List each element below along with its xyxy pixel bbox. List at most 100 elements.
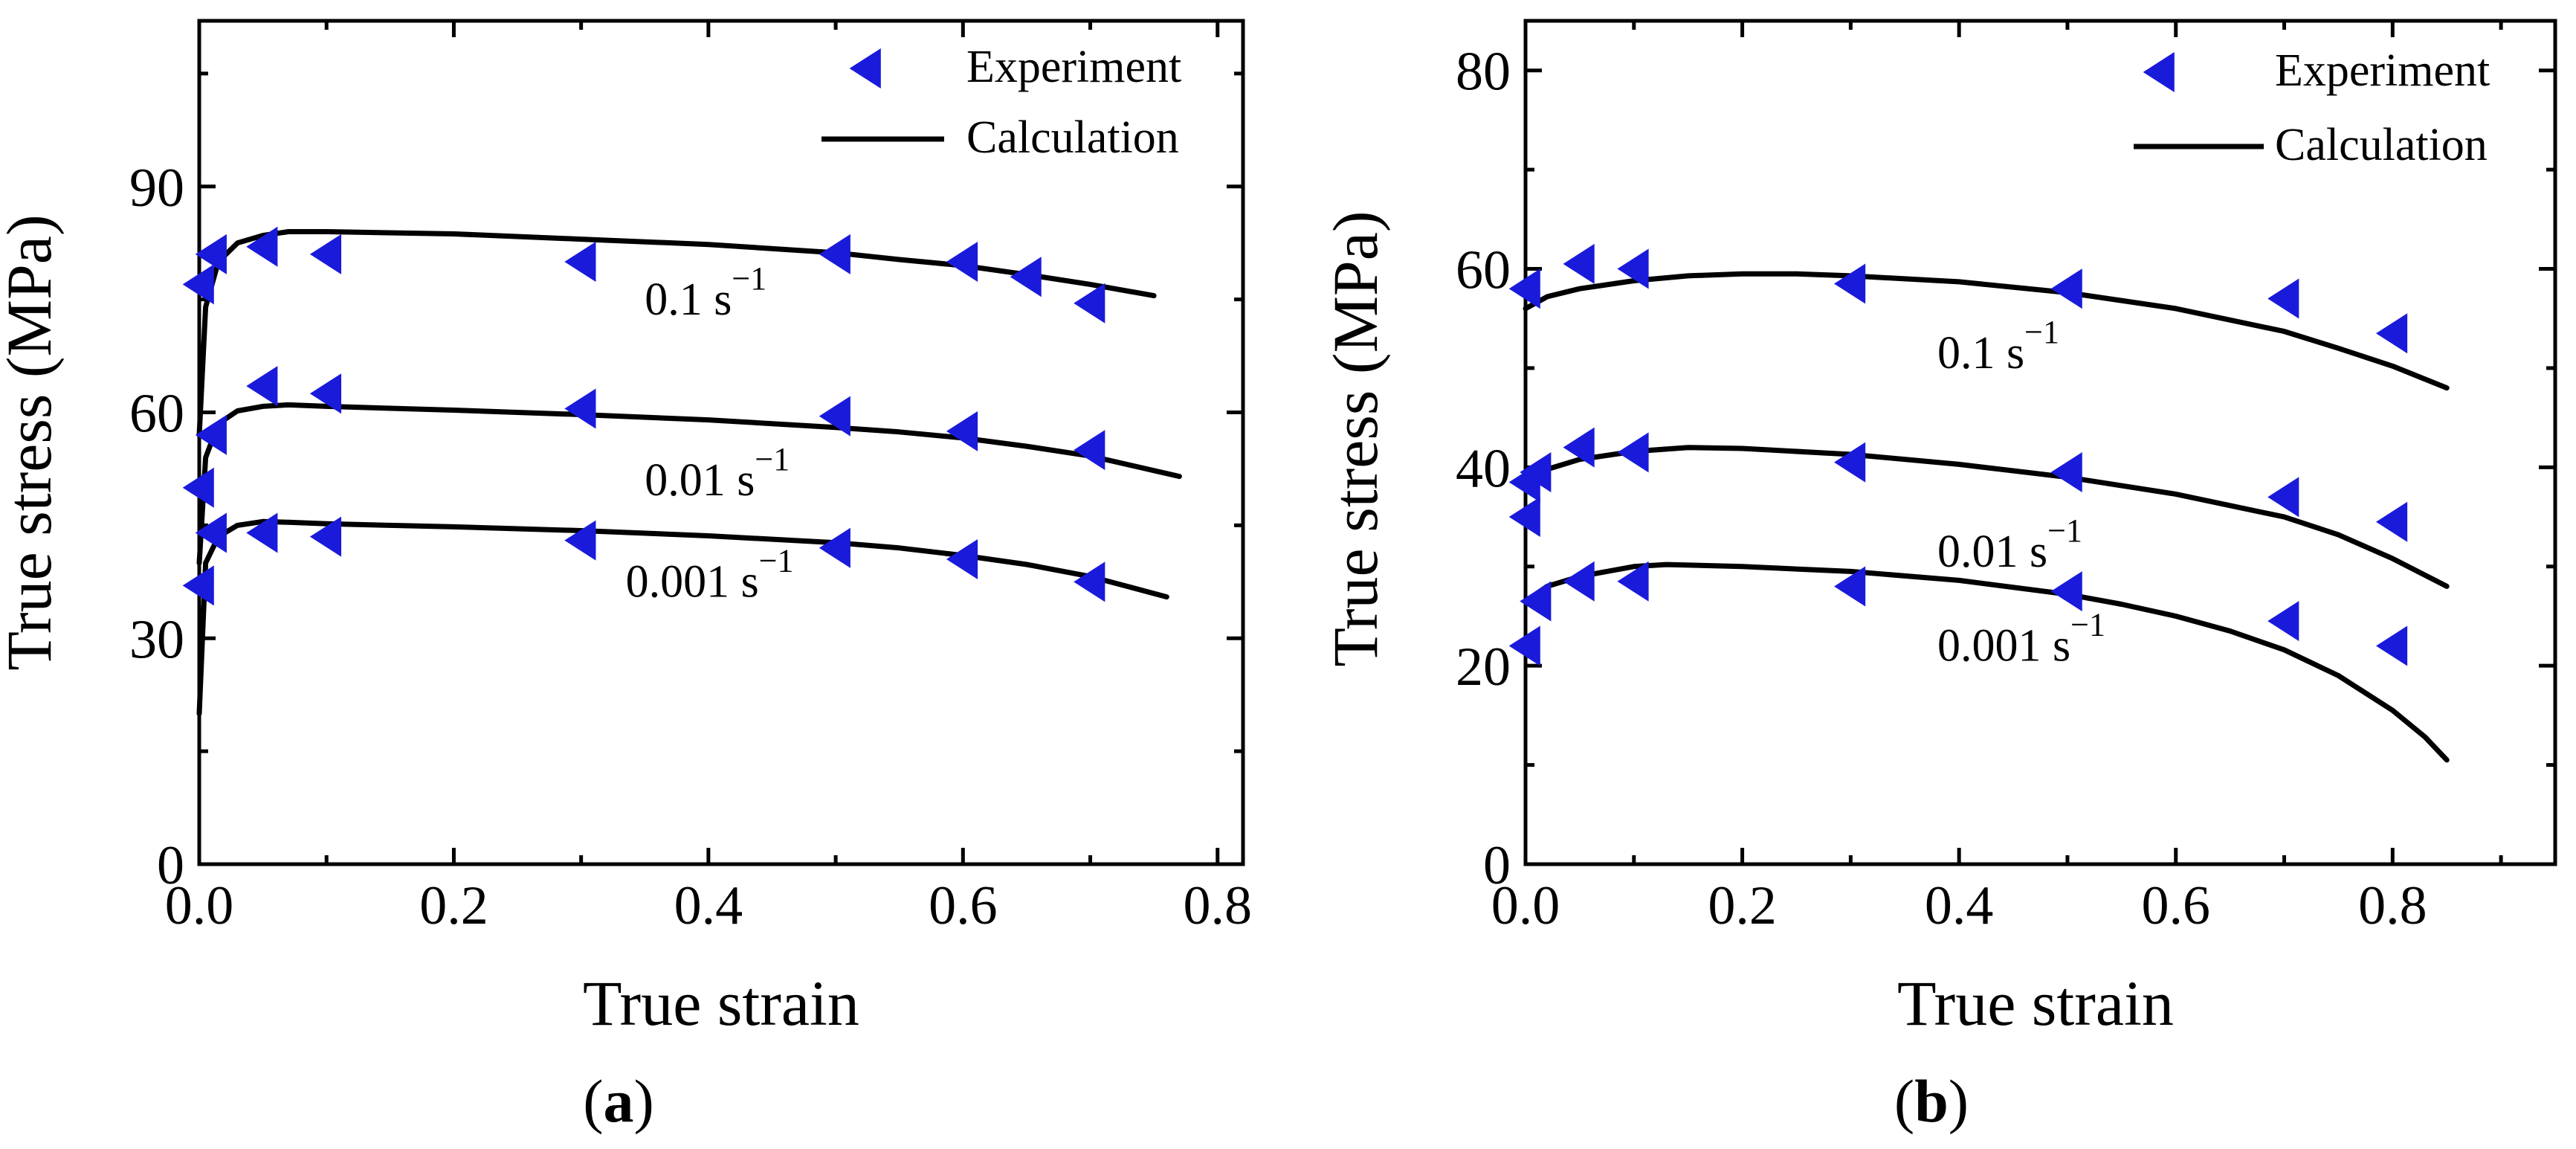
calculation-line bbox=[196, 518, 1169, 716]
x-tick-label: 0.4 bbox=[674, 875, 743, 936]
experiment-point bbox=[2050, 571, 2082, 612]
experiment-point bbox=[2375, 501, 2408, 542]
series-2: 0.001 s−1 bbox=[1508, 561, 2450, 763]
experiment-point bbox=[819, 396, 850, 437]
x-tick-label: 0.0 bbox=[165, 875, 234, 936]
experiment-point bbox=[246, 226, 278, 267]
curve-label-exponent: −1 bbox=[2024, 314, 2059, 350]
x-tick-label: 0.6 bbox=[929, 875, 998, 936]
y-tick-label: 30 bbox=[129, 609, 184, 670]
legend-calculation-label: Calculation bbox=[2275, 120, 2488, 170]
caption-open: ( bbox=[1894, 1067, 1914, 1135]
experiment-point bbox=[1520, 452, 1552, 493]
experiment-point bbox=[309, 373, 342, 414]
curve-label: 0.001 s−1 bbox=[1937, 607, 2105, 672]
experiment-point bbox=[2375, 313, 2408, 354]
x-tick-label: 0.8 bbox=[2358, 875, 2427, 936]
x-tick-label: 0.4 bbox=[1925, 875, 1994, 936]
experiment-point bbox=[819, 234, 850, 274]
caption-letter: a bbox=[604, 1067, 634, 1135]
experiment-point bbox=[2050, 452, 2082, 493]
curve-label-exponent: −1 bbox=[759, 543, 794, 579]
experiment-point bbox=[2267, 477, 2299, 518]
curve-label-exponent: −1 bbox=[732, 260, 766, 297]
experiment-point bbox=[182, 565, 214, 606]
experiment-point bbox=[946, 411, 978, 451]
x-tick-label: 0.0 bbox=[1491, 875, 1560, 936]
caption-close: ) bbox=[634, 1067, 654, 1135]
calculation-line bbox=[196, 402, 1182, 566]
experiment-point bbox=[564, 388, 596, 429]
caption-letter: b bbox=[1914, 1067, 1949, 1135]
curve-label: 0.1 s−1 bbox=[645, 260, 766, 325]
series-2: 0.001 s−1 bbox=[182, 512, 1169, 716]
experiment-point bbox=[819, 527, 850, 568]
experiment-point bbox=[1834, 263, 1866, 304]
curve-label-main: 0.001 s bbox=[626, 557, 759, 608]
curve-label-exponent: −1 bbox=[2070, 607, 2105, 643]
y-tick-label: 90 bbox=[129, 158, 184, 219]
y-tick-label: 60 bbox=[1456, 240, 1511, 301]
x-tick-label: 0.8 bbox=[1184, 875, 1253, 936]
x-tick-label: 0.2 bbox=[1708, 875, 1777, 936]
experiment-point bbox=[1508, 497, 1540, 538]
legend-calculation-label: Calculation bbox=[966, 112, 1179, 163]
experiment-point bbox=[1508, 625, 1540, 666]
experiment-point bbox=[1563, 243, 1595, 284]
legend: Experiment Calculation bbox=[821, 42, 1181, 163]
y-axis-label: True stress (MPa) bbox=[0, 214, 65, 670]
curve-label: 0.01 s−1 bbox=[645, 441, 790, 506]
experiment-point bbox=[1617, 248, 1649, 289]
experiment-point bbox=[1508, 268, 1540, 309]
panel-caption: (b) bbox=[1894, 1067, 1969, 1135]
panel-caption: (a) bbox=[583, 1067, 654, 1135]
experiment-point bbox=[195, 234, 227, 274]
x-axis-label: True strain bbox=[1897, 968, 2174, 1039]
series-0: 0.1 s−1 bbox=[182, 226, 1157, 438]
experiment-point bbox=[309, 234, 342, 274]
x-tick-label: 0.2 bbox=[419, 875, 488, 936]
experiment-point bbox=[564, 242, 596, 282]
legend-experiment-marker bbox=[2143, 52, 2175, 92]
legend-experiment-label: Experiment bbox=[2275, 45, 2490, 96]
experiment-point bbox=[246, 366, 278, 407]
y-tick-label: 0 bbox=[157, 835, 184, 896]
experiment-point bbox=[2050, 268, 2082, 309]
caption-open: ( bbox=[583, 1067, 603, 1135]
experiment-point bbox=[1563, 561, 1595, 602]
experiment-point bbox=[1617, 561, 1649, 602]
curve-label-main: 0.001 s bbox=[1937, 621, 2070, 672]
experiment-point bbox=[1834, 566, 1866, 607]
x-axis-label: True strain bbox=[583, 968, 859, 1039]
experiment-point bbox=[309, 516, 342, 557]
experiment-point bbox=[195, 414, 227, 455]
caption-close: ) bbox=[1949, 1067, 1969, 1135]
experiment-point bbox=[182, 467, 214, 508]
curve-label-main: 0.01 s bbox=[1937, 527, 2047, 577]
y-tick-label: 60 bbox=[129, 384, 184, 445]
curve-label-main: 0.1 s bbox=[645, 274, 732, 325]
experiment-point bbox=[946, 242, 978, 282]
experiment-point bbox=[182, 264, 214, 305]
calculation-line bbox=[196, 229, 1157, 438]
experiment-point bbox=[2267, 601, 2299, 642]
plot-frame bbox=[1523, 19, 2557, 866]
chart-b: 0.0 0.2 0.4 0.6 0.8 0 20 40 60 80 True strain True … bbox=[1320, 19, 2557, 1135]
legend: Experiment Calculation bbox=[2134, 45, 2490, 170]
y-axis-label: True stress (MPa) bbox=[1320, 210, 1391, 666]
experiment-point bbox=[1074, 561, 1105, 602]
experiment-point bbox=[1074, 430, 1105, 471]
legend-experiment-marker bbox=[849, 48, 881, 88]
x-tick-label: 0.6 bbox=[2141, 875, 2210, 936]
experiment-point bbox=[1010, 257, 1042, 297]
curve-label: 0.1 s−1 bbox=[1937, 314, 2059, 379]
chart-a: 0.0 0.2 0.4 0.6 0.8 0 30 60 90 True strain True st… bbox=[0, 19, 1253, 1135]
experiment-point bbox=[1617, 432, 1649, 473]
curve-label-exponent: −1 bbox=[755, 441, 790, 477]
curve-label: 0.01 s−1 bbox=[1937, 512, 2082, 577]
curve-label-exponent: −1 bbox=[2047, 512, 2082, 549]
legend-experiment-label: Experiment bbox=[966, 42, 1181, 92]
plot-frame bbox=[197, 19, 1245, 866]
experiment-point bbox=[2267, 278, 2299, 319]
